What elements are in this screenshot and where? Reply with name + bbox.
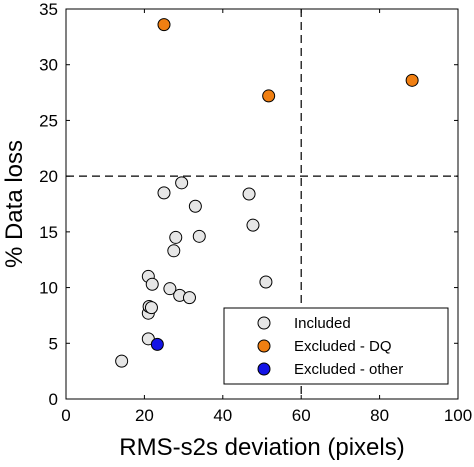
data-point: [115, 354, 129, 368]
x-tick-label: 0: [61, 406, 70, 425]
legend: Included Excluded - DQ Excluded - other: [223, 307, 449, 385]
data-point: [259, 275, 273, 289]
data-point: [144, 301, 158, 315]
x-axis-label: RMS-s2s deviation (pixels): [119, 434, 404, 461]
y-tick-label: 20: [39, 167, 58, 186]
data-point: [169, 230, 183, 244]
legend-label: Included: [294, 315, 351, 332]
axes: 0 20 40 60 80 100 0 5 10 15 20 25 30 35: [39, 0, 472, 425]
y-tick-label: 30: [39, 56, 58, 75]
data-point: [246, 218, 260, 232]
data-point: [157, 18, 171, 32]
data-point: [192, 229, 206, 243]
data-point: [163, 282, 177, 296]
x-tick-label: 100: [444, 406, 472, 425]
y-tick-label: 10: [39, 279, 58, 298]
data-point: [145, 277, 159, 291]
y-tick-label: 25: [39, 111, 58, 130]
legend-marker: [257, 316, 271, 330]
axis-box: [65, 8, 459, 400]
data-point: [157, 186, 171, 200]
data-point: [188, 199, 202, 213]
data-point: [150, 337, 164, 351]
legend-label: Excluded - other: [294, 361, 403, 378]
data-point: [262, 89, 276, 103]
y-tick-label: 5: [49, 334, 58, 353]
legend-label: Excluded - DQ: [294, 338, 392, 355]
x-tick-label: 60: [292, 406, 311, 425]
y-tick-label: 15: [39, 223, 58, 242]
data-point: [242, 187, 256, 201]
data-point: [182, 291, 196, 305]
x-tick-label: 80: [370, 406, 389, 425]
y-tick-label: 35: [39, 0, 58, 19]
plot-area: [66, 9, 458, 399]
y-tick-label: 0: [49, 390, 58, 409]
y-axis-label: % Data loss: [1, 140, 28, 268]
x-tick-label: 40: [213, 406, 232, 425]
data-point: [405, 73, 419, 87]
legend-marker: [257, 339, 271, 353]
data-point: [167, 244, 181, 258]
x-tick-label: 20: [135, 406, 154, 425]
legend-marker: [257, 362, 271, 376]
data-point: [175, 176, 189, 190]
